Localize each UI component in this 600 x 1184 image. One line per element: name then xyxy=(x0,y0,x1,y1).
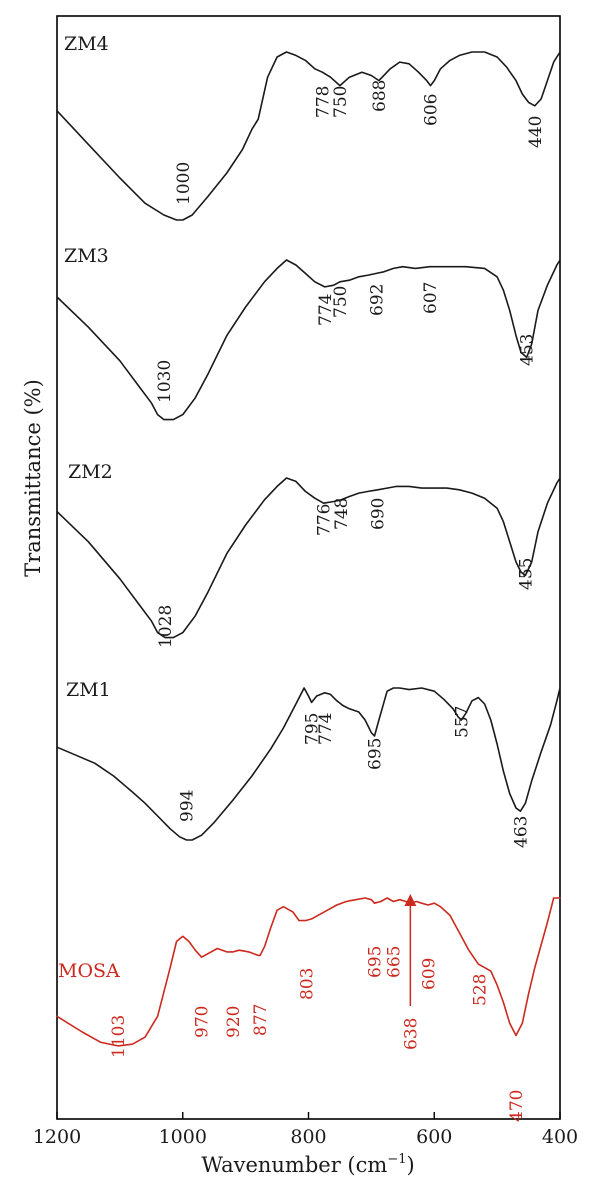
x-axis-ticks: 1200 1000 800 600 400 xyxy=(33,1112,578,1148)
peak-label-mosa-638: 638 xyxy=(401,1018,421,1050)
peak-label-zm4-778: 778 xyxy=(313,86,333,118)
peak-label-zm4-440: 440 xyxy=(526,116,546,148)
peak-label-zm1-557: 557 xyxy=(452,706,472,738)
peak-label-mosa-920: 920 xyxy=(224,1006,244,1038)
series-curves xyxy=(56,51,561,1047)
series-line-zm1 xyxy=(56,687,561,841)
peak-label-zm4-606: 606 xyxy=(422,94,442,126)
x-tick-label-600: 600 xyxy=(416,1126,452,1148)
peak-label-zm4-688: 688 xyxy=(370,80,390,112)
x-tick-label-1000: 1000 xyxy=(159,1126,207,1148)
series-line-zm2 xyxy=(56,477,561,639)
peak-label-mosa-877: 877 xyxy=(251,1004,271,1036)
series-line-zm4 xyxy=(56,51,561,221)
plot-frame xyxy=(56,15,561,1120)
series-label-zm1: ZM1 xyxy=(66,679,111,701)
peak-label-zm2-455: 455 xyxy=(516,558,536,590)
peak-label-zm3-692: 692 xyxy=(367,284,387,316)
peak-label-zm3-1030: 1030 xyxy=(155,360,175,403)
series-label-zm4: ZM4 xyxy=(64,33,109,55)
y-axis-label: Transmittance (%) xyxy=(21,379,45,577)
x-tick-label-800: 800 xyxy=(290,1126,326,1148)
peak-label-mosa-470: 470 xyxy=(507,1090,527,1122)
peak-label-zm3-453: 453 xyxy=(518,334,538,366)
peak-label-zm2-690: 690 xyxy=(369,498,389,530)
peak-label-zm3-750: 750 xyxy=(331,286,351,318)
peak-label-zm1-795: 795 xyxy=(303,713,323,745)
series-label-zm2: ZM2 xyxy=(68,461,113,483)
peak-label-zm3-607: 607 xyxy=(421,282,441,314)
series-line-mosa xyxy=(56,897,561,1047)
series-label-mosa: MOSA xyxy=(58,960,120,982)
peak-label-zm1-774: 774 xyxy=(316,713,336,745)
peak-label-mosa-1103: 1103 xyxy=(109,1015,129,1058)
peak-label-mosa-665: 665 xyxy=(384,946,404,978)
series-labels: ZM4 ZM3 ZM2 ZM1 MOSA xyxy=(58,33,120,982)
peak-label-zm2-776: 776 xyxy=(315,504,335,536)
peak-label-mosa-803: 803 xyxy=(298,968,318,1000)
peak-label-zm1-994: 994 xyxy=(178,790,198,822)
series-label-zm3: ZM3 xyxy=(64,245,109,267)
x-tick-label-1200: 1200 xyxy=(33,1126,81,1148)
peak-label-zm4-750: 750 xyxy=(331,86,351,118)
peak-label-mosa-970: 970 xyxy=(193,1006,213,1038)
x-tick-label-400: 400 xyxy=(542,1126,578,1148)
peak-label-zm2-748: 748 xyxy=(332,498,352,530)
peak-label-mosa-528: 528 xyxy=(471,974,491,1006)
peak-label-zm1-695: 695 xyxy=(366,738,386,770)
peak-label-mosa-695: 695 xyxy=(366,946,386,978)
peak-label-zm4-1000: 1000 xyxy=(174,162,194,205)
peak-label-zm3-774: 774 xyxy=(316,294,336,326)
peak-label-zm1-463: 463 xyxy=(511,816,531,848)
series-line-zm3 xyxy=(56,259,561,421)
x-axis-label: Wavenumber (cm−1) xyxy=(201,1152,414,1177)
peak-label-zm2-1028: 1028 xyxy=(156,605,176,648)
peak-label-mosa-609: 609 xyxy=(420,958,440,990)
